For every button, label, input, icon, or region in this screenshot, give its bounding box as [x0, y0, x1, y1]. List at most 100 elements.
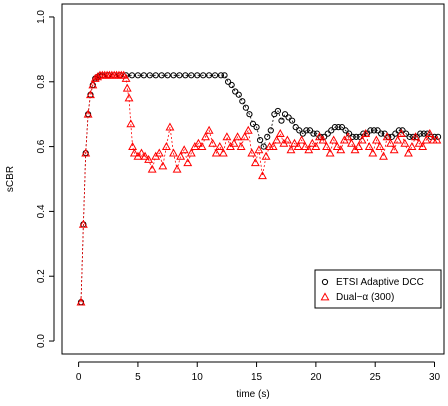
data-point-dual-alpha [211, 148, 221, 157]
data-point-dual-alpha [403, 148, 413, 157]
data-point-dual-alpha [357, 135, 367, 144]
data-point-dual-alpha [300, 141, 310, 150]
data-point-etsi [292, 124, 299, 131]
data-point-etsi [281, 111, 289, 118]
data-point-dual-alpha [172, 164, 182, 173]
data-point-dual-alpha [169, 148, 178, 157]
data-point-dual-alpha [86, 90, 95, 99]
data-point-etsi [324, 130, 331, 137]
data-point-dual-alpha [307, 138, 317, 147]
data-point-etsi [194, 72, 201, 79]
data-point-dual-alpha [154, 148, 164, 157]
data-point-dual-alpha [215, 141, 225, 150]
data-point-dual-alpha [193, 138, 203, 147]
series-layer [76, 70, 442, 306]
data-point-dual-alpha [201, 132, 210, 141]
data-point-etsi [146, 72, 153, 79]
data-point-dual-alpha [83, 109, 93, 118]
data-point-dual-alpha [158, 161, 168, 170]
legend-label-etsi: ETSI Adaptive DCC [336, 277, 424, 288]
data-point-etsi [306, 127, 314, 134]
x-tick-label: 30 [429, 372, 441, 383]
data-point-dual-alpha [126, 119, 136, 128]
legend-marker-dual-alpha [320, 292, 330, 301]
data-point-etsi [134, 72, 142, 79]
data-point-etsi [267, 127, 274, 134]
data-point-etsi [140, 72, 147, 79]
data-point-etsi [128, 72, 136, 79]
data-point-dual-alpha [286, 145, 296, 154]
data-point-dual-alpha [304, 145, 314, 154]
data-point-dual-alpha [243, 125, 253, 134]
data-point-etsi [224, 78, 232, 85]
data-point-dual-alpha [78, 219, 88, 228]
data-point-dual-alpha [208, 138, 218, 147]
data-point-etsi [392, 130, 399, 137]
data-point-dual-alpha [165, 122, 175, 131]
data-point-dual-alpha [425, 129, 435, 138]
data-point-dual-alpha [222, 132, 232, 141]
y-tick-label: 0.8 [36, 74, 47, 88]
y-axis: 0.0 0.2 0.4 0.6 0.8 1.0 [36, 10, 55, 348]
data-point-dual-alpha [129, 148, 139, 157]
data-point-dual-alpha [183, 158, 193, 167]
data-point-etsi [367, 127, 374, 134]
data-point-etsi [246, 111, 253, 118]
data-point-etsi [303, 127, 310, 134]
data-point-dual-alpha [361, 129, 371, 138]
data-point-etsi [353, 133, 360, 140]
x-tick-label: 15 [251, 372, 263, 383]
data-point-dual-alpha [382, 132, 392, 141]
data-point-etsi [170, 72, 177, 79]
data-point-dual-alpha [379, 151, 388, 160]
x-axis-title: time (s) [236, 389, 269, 400]
data-point-etsi [257, 137, 264, 144]
data-point-dual-alpha [396, 129, 406, 138]
data-point-dual-alpha [147, 164, 157, 173]
data-point-etsi [289, 117, 296, 124]
data-point-dual-alpha [268, 141, 278, 150]
data-point-etsi [235, 91, 242, 98]
data-point-etsi [331, 124, 338, 131]
data-point-dual-alpha [368, 148, 378, 157]
data-point-etsi [370, 127, 378, 134]
data-point-etsi [335, 124, 342, 131]
data-point-etsi [164, 72, 171, 79]
data-point-dual-alpha [258, 171, 267, 180]
data-point-dual-alpha [371, 135, 381, 144]
data-point-dual-alpha [364, 141, 374, 150]
data-point-etsi [239, 98, 246, 105]
data-point-dual-alpha [421, 135, 431, 144]
data-point-dual-alpha [144, 154, 154, 163]
data-point-dual-alpha [389, 145, 399, 154]
data-point-dual-alpha [229, 138, 239, 147]
data-point-etsi [158, 72, 165, 79]
data-point-dual-alpha [161, 141, 171, 150]
data-point-dual-alpha [121, 73, 131, 82]
data-point-dual-alpha [290, 138, 299, 147]
data-point-dual-alpha [76, 297, 86, 306]
data-point-dual-alpha [81, 148, 91, 157]
data-point-dual-alpha [88, 80, 98, 89]
legend-triangle-marker [320, 292, 330, 301]
data-point-etsi [378, 130, 385, 137]
data-point-dual-alpha [240, 132, 250, 141]
data-point-dual-alpha [247, 148, 257, 157]
x-tick-label: 0 [76, 372, 82, 383]
data-point-dual-alpha [261, 151, 271, 160]
x-tick-label: 10 [192, 372, 204, 383]
data-point-etsi [417, 130, 424, 137]
data-point-etsi [296, 127, 303, 134]
data-point-etsi [221, 72, 228, 79]
data-point-dual-alpha [233, 132, 243, 141]
data-point-etsi [278, 117, 285, 124]
data-point-dual-alpha [432, 135, 442, 144]
data-point-etsi [299, 130, 306, 137]
x-tick-label: 25 [370, 372, 382, 383]
data-point-etsi [217, 72, 225, 79]
data-point-etsi [176, 72, 183, 79]
data-point-dual-alpha [197, 141, 207, 150]
data-point-dual-alpha [204, 125, 214, 134]
data-point-dual-alpha [329, 135, 339, 144]
